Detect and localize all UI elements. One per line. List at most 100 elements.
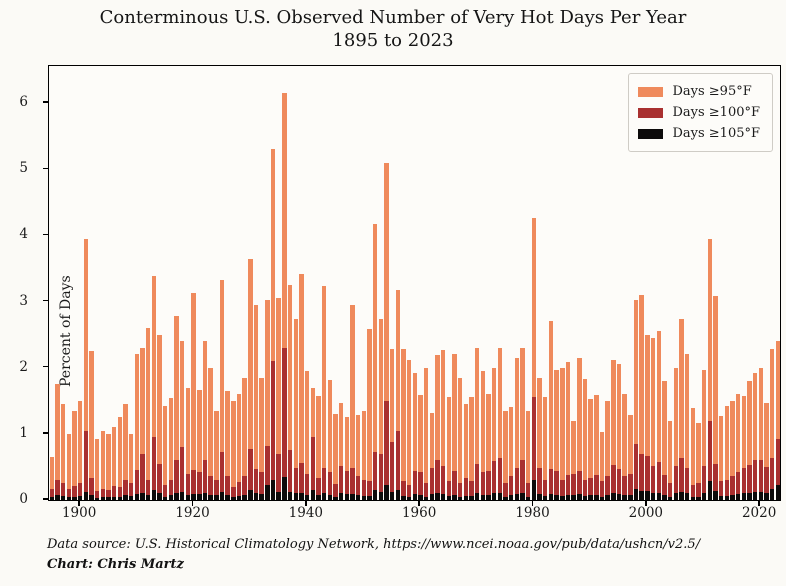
bar-segment-series1 xyxy=(355,415,361,500)
bar-group-1924 xyxy=(213,66,219,500)
bar-segment-series3 xyxy=(389,492,395,500)
bar-segment-series2 xyxy=(457,482,463,500)
bar-segment-series1 xyxy=(231,400,236,500)
bar-segment-series2 xyxy=(168,479,174,500)
bar-segment-series1 xyxy=(140,347,145,500)
bar-segment-series2 xyxy=(185,474,191,500)
bar-segment-series3 xyxy=(304,494,310,500)
bar-segment-series1 xyxy=(299,274,304,500)
bar-segment-series2 xyxy=(157,463,162,500)
bar-segment-series2 xyxy=(758,460,764,500)
bar-segment-series1 xyxy=(633,299,639,500)
bar-segment-series3 xyxy=(231,497,236,500)
bar-segment-series1 xyxy=(554,369,559,500)
bar-group-2007 xyxy=(684,66,690,500)
bar-segment-series2 xyxy=(565,474,571,500)
bar-segment-series1 xyxy=(735,394,741,500)
x-tick-label-2000: 2000 xyxy=(628,505,663,521)
bar-group-1977 xyxy=(514,66,520,500)
bar-segment-series3 xyxy=(571,494,576,500)
y-tick-label-2: 2 xyxy=(19,358,28,375)
y-tick-mark xyxy=(42,299,48,302)
bar-segment-series3 xyxy=(486,494,491,500)
bar-group-1956 xyxy=(395,66,401,500)
bar-segment-series3 xyxy=(492,493,497,500)
bar-group-1990 xyxy=(588,66,594,500)
bar-segment-series2 xyxy=(174,460,179,500)
bar-segment-series2 xyxy=(310,437,315,500)
bar-group-1961 xyxy=(423,66,429,500)
bar-segment-series3 xyxy=(730,495,735,500)
bar-group-2009 xyxy=(696,66,702,500)
bar-segment-series1 xyxy=(372,224,378,500)
bar-segment-series3 xyxy=(253,493,259,500)
bar-group-1936 xyxy=(282,66,288,500)
bar-segment-series2 xyxy=(423,482,429,500)
bar-segment-series2 xyxy=(571,473,576,500)
bar-segment-series2 xyxy=(713,463,718,500)
bar-segment-series2 xyxy=(49,488,55,500)
bar-segment-series2 xyxy=(270,361,276,500)
bar-segment-series1 xyxy=(197,389,202,500)
bar-segment-series1 xyxy=(684,354,690,500)
bar-segment-series3 xyxy=(89,495,94,500)
bar-segment-series2 xyxy=(509,476,514,500)
bar-segment-series1 xyxy=(418,395,423,500)
bar-segment-series2 xyxy=(338,466,344,500)
bar-group-2011 xyxy=(707,66,713,500)
bar-segment-series2 xyxy=(554,470,559,500)
bar-group-1904 xyxy=(100,66,106,500)
bar-segment-series3 xyxy=(520,492,525,500)
bar-group-1920 xyxy=(191,66,197,500)
legend-label: Days ≥105°F xyxy=(672,126,760,141)
bar-group-2019 xyxy=(752,66,758,500)
bar-segment-series1 xyxy=(475,347,480,500)
bar-group-1976 xyxy=(508,66,514,500)
bar-segment-series2 xyxy=(361,479,366,500)
bar-group-1899 xyxy=(72,66,78,500)
bar-segment-series1 xyxy=(560,368,565,500)
bar-segment-series3 xyxy=(270,480,276,500)
bar-segment-series1 xyxy=(497,347,503,500)
bar-segment-series3 xyxy=(401,496,406,500)
bar-group-2001 xyxy=(650,66,656,500)
bar-segment-series2 xyxy=(293,467,298,500)
bar-segment-series3 xyxy=(151,490,157,500)
bar-segment-series2 xyxy=(752,460,758,500)
bar-segment-series2 xyxy=(537,468,542,500)
bar-segment-series3 xyxy=(299,493,304,500)
bar-segment-series1 xyxy=(690,408,695,500)
bar-segment-series2 xyxy=(123,480,128,500)
bar-segment-series2 xyxy=(747,464,752,500)
bar-segment-series2 xyxy=(730,476,735,500)
footer: Data source: U.S. Historical Climatology… xyxy=(47,535,777,575)
bar-segment-series2 xyxy=(327,472,332,500)
bar-group-1957 xyxy=(401,66,407,500)
bar-group-1923 xyxy=(208,66,214,500)
bar-segment-series2 xyxy=(690,484,695,500)
bar-segment-series2 xyxy=(287,450,293,500)
bar-segment-series2 xyxy=(560,479,565,500)
bar-segment-series3 xyxy=(282,476,287,500)
x-tick-mark xyxy=(305,500,307,506)
bar-group-2015 xyxy=(730,66,736,500)
bar-segment-series2 xyxy=(684,467,690,500)
bar-group-1909 xyxy=(128,66,134,500)
bar-segment-series1 xyxy=(361,411,366,500)
bar-segment-series2 xyxy=(639,454,644,500)
bar-group-1988 xyxy=(576,66,582,500)
y-tick-mark xyxy=(42,167,48,169)
bar-segment-series3 xyxy=(350,494,355,500)
bar-group-1897 xyxy=(60,66,66,500)
bar-group-2021 xyxy=(764,66,770,500)
bar-segment-series1 xyxy=(185,387,191,500)
bar-segment-series3 xyxy=(49,496,55,500)
bar-segment-series2 xyxy=(633,444,639,500)
x-tick-label-1960: 1960 xyxy=(401,505,437,521)
bar-segment-series1 xyxy=(492,367,497,500)
bar-group-2023 xyxy=(775,66,781,500)
bar-group-1978 xyxy=(520,66,526,500)
bar-group-1959 xyxy=(412,66,418,500)
bar-segment-series3 xyxy=(633,489,639,500)
bar-group-1918 xyxy=(179,66,185,500)
